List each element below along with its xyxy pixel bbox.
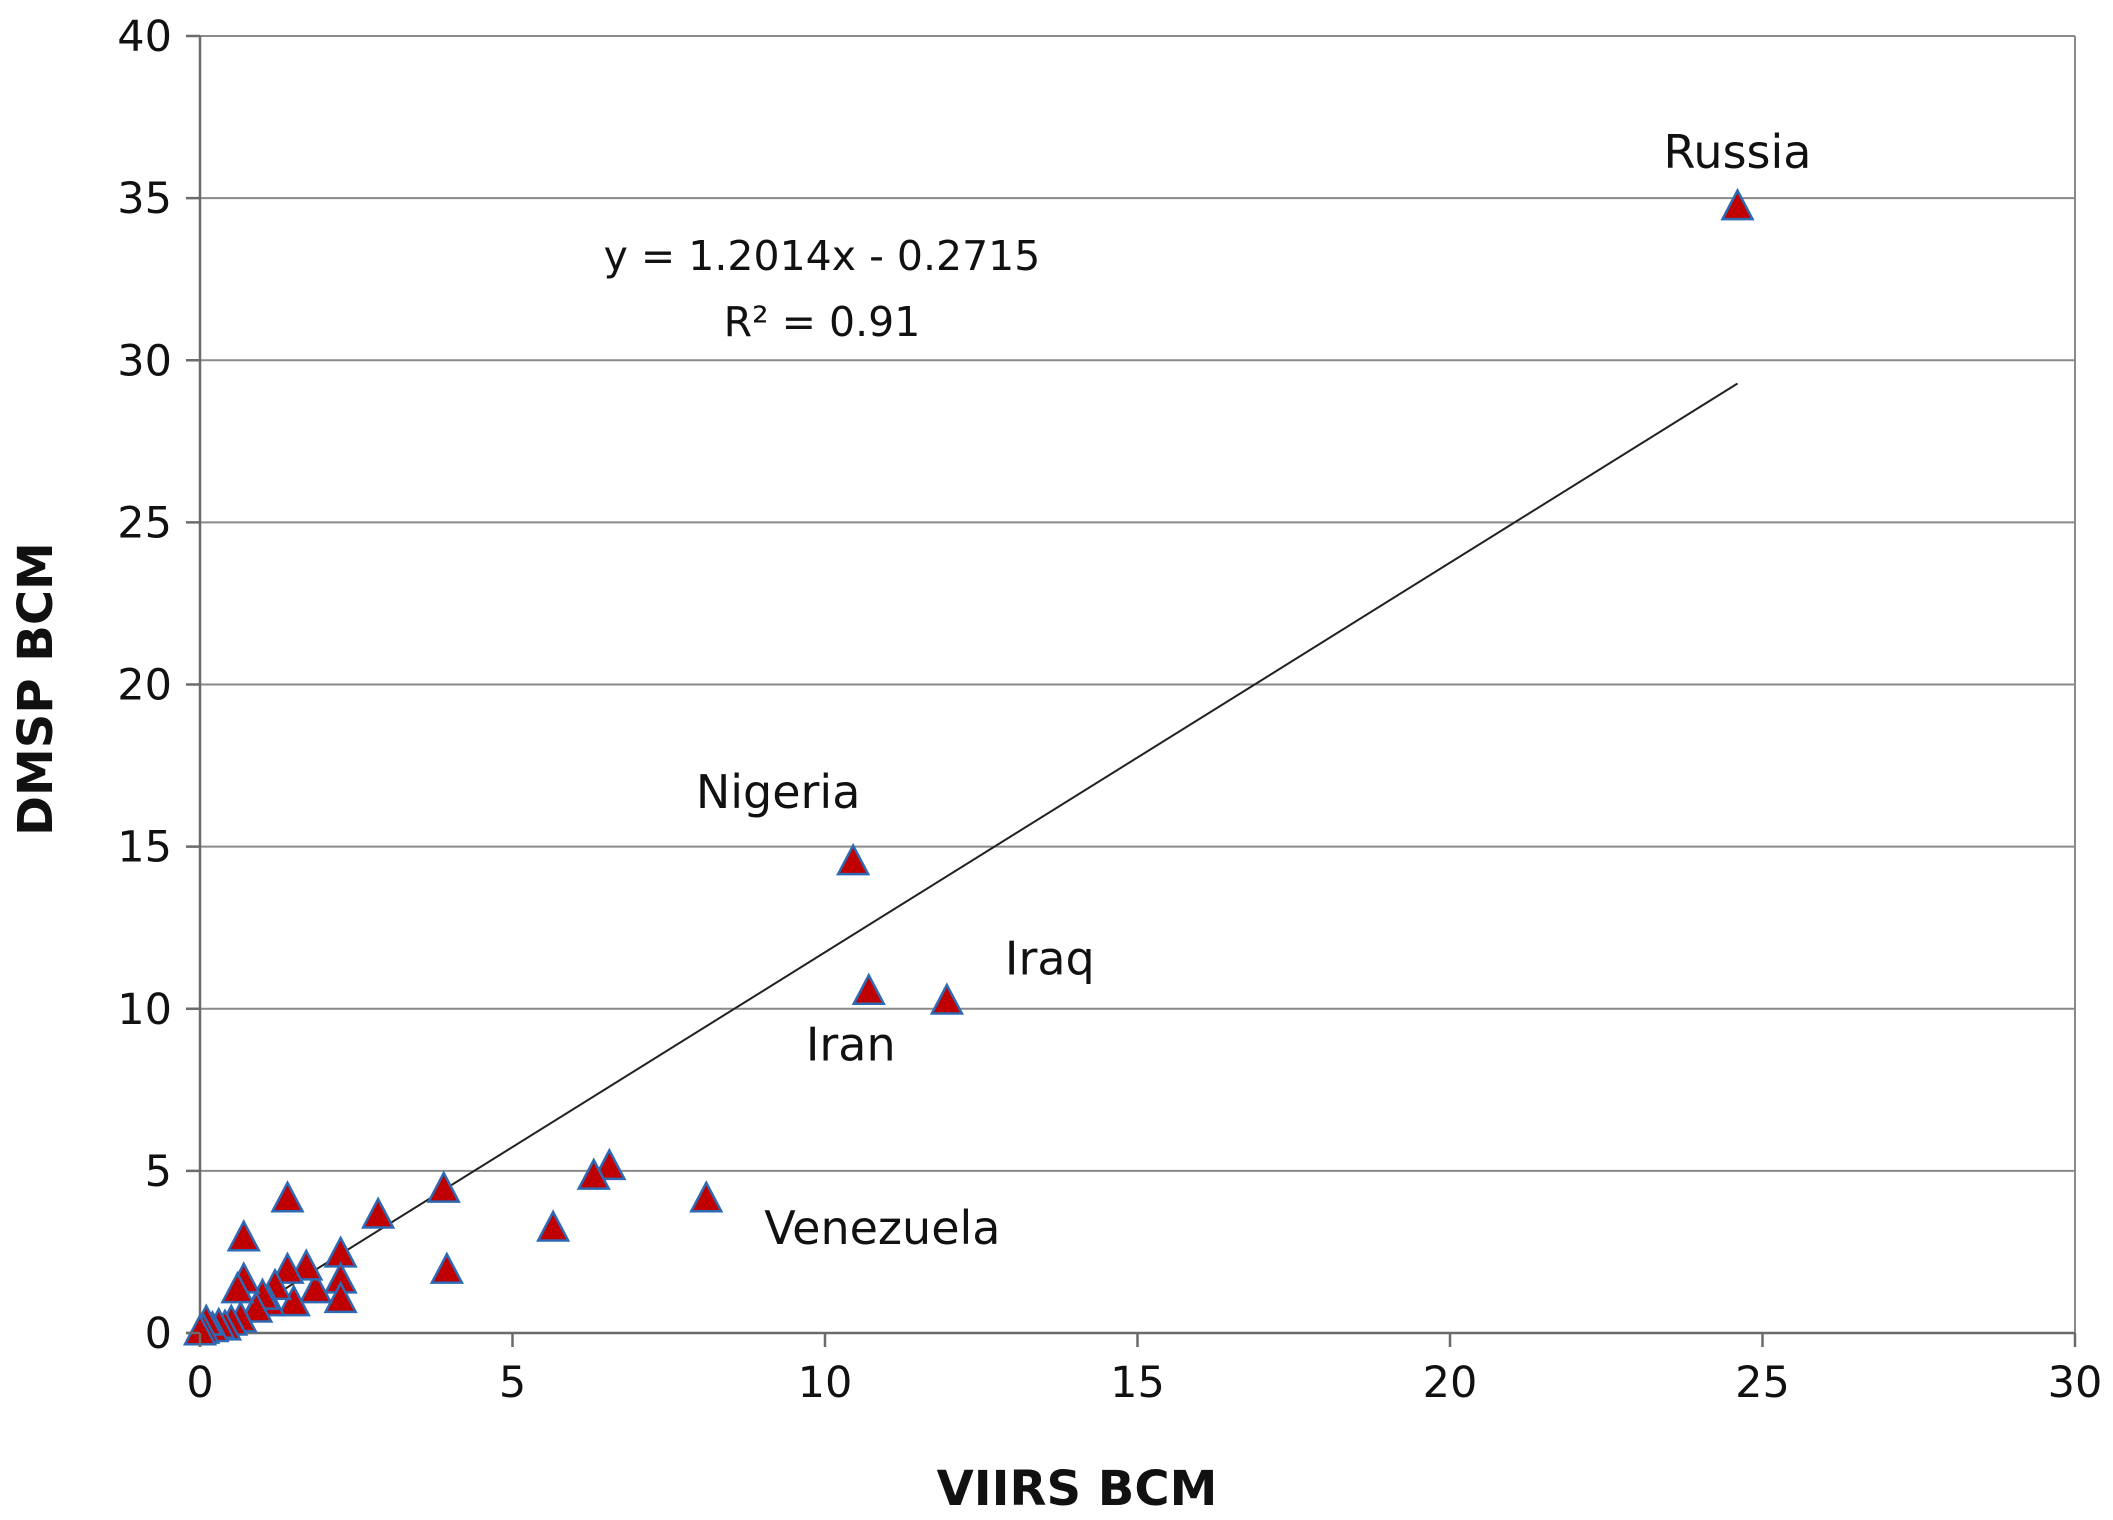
x-tick-label: 0 xyxy=(186,1358,213,1408)
data-point xyxy=(289,1248,324,1281)
x-tick-label: 20 xyxy=(1423,1358,1478,1408)
data-point xyxy=(426,1170,461,1203)
point-label-russia: Russia xyxy=(1664,125,1812,179)
y-tick-label: 25 xyxy=(117,498,172,548)
data-point xyxy=(536,1209,571,1242)
trendline xyxy=(199,382,1739,1343)
point-label-iraq: Iraq xyxy=(1005,931,1095,985)
data-points xyxy=(182,187,1755,1346)
point-label-venezuela: Venezuela xyxy=(764,1201,1000,1255)
y-tick-label: 5 xyxy=(145,1147,172,1197)
x-tick-label: 10 xyxy=(798,1358,853,1408)
y-axis-ticks: 0 5 10 15 20 25 30 35 40 xyxy=(117,12,200,1359)
y-tick-label: 15 xyxy=(117,823,172,873)
trendline-equation: y = 1.2014x - 0.2715 xyxy=(604,232,1041,280)
point-label-iran: Iran xyxy=(806,1018,896,1072)
data-point xyxy=(298,1270,333,1304)
x-tick-label: 30 xyxy=(2048,1358,2103,1408)
data-point xyxy=(270,1180,305,1213)
data-point xyxy=(270,1251,305,1284)
y-tick-label: 10 xyxy=(117,985,172,1035)
x-axis-title: VIIRS BCM xyxy=(937,1461,1218,1517)
data-point xyxy=(239,1290,274,1323)
data-point-russia xyxy=(1720,187,1755,221)
data-point xyxy=(220,1270,255,1304)
y-tick-label: 20 xyxy=(117,661,172,711)
trendline-layer xyxy=(199,382,1739,1343)
point-labels: Russia Nigeria Iran Iraq Venezuela xyxy=(696,125,1812,1255)
data-point xyxy=(276,1283,311,1317)
data-point xyxy=(226,1219,261,1252)
trendline-r-squared: R² = 0.91 xyxy=(724,298,921,346)
x-tick-label: 5 xyxy=(499,1358,526,1408)
gridlines xyxy=(186,35,2076,1347)
data-point xyxy=(323,1280,358,1314)
data-point xyxy=(592,1147,627,1181)
data-point xyxy=(576,1157,611,1190)
data-point-iraq xyxy=(929,982,964,1015)
y-tick-label: 0 xyxy=(145,1309,172,1359)
x-axis-ticks: 0 5 10 15 20 25 30 xyxy=(186,1333,2102,1408)
x-tick-label: 15 xyxy=(1110,1358,1165,1408)
y-tick-label: 30 xyxy=(117,336,172,386)
data-point xyxy=(429,1251,464,1284)
data-point xyxy=(361,1196,396,1229)
data-point-nigeria xyxy=(836,842,871,876)
y-axis-title: DMSP BCM xyxy=(8,542,64,836)
point-label-nigeria: Nigeria xyxy=(696,765,861,819)
y-tick-label: 35 xyxy=(117,174,172,224)
data-point-venezuela xyxy=(689,1180,724,1213)
data-point-iran xyxy=(851,972,886,1006)
y-tick-label: 40 xyxy=(117,12,172,62)
x-tick-label: 25 xyxy=(1735,1358,1790,1408)
